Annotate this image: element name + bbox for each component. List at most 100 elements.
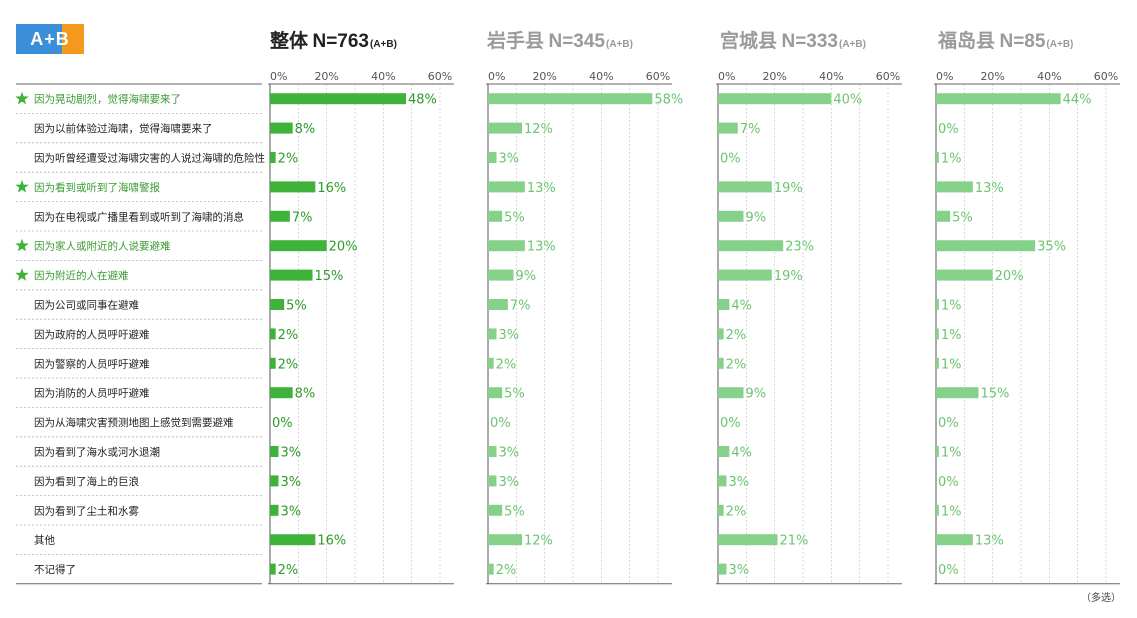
bar bbox=[718, 387, 744, 399]
bar bbox=[718, 181, 772, 193]
bar bbox=[488, 387, 503, 399]
panel-title-suffix: (A+B) bbox=[839, 39, 866, 50]
data-label: 2% bbox=[496, 357, 517, 372]
bar bbox=[718, 240, 784, 252]
data-label: 1% bbox=[941, 152, 962, 167]
data-label: 5% bbox=[952, 210, 973, 225]
category-label: 因为政府的人员呼吁避难 bbox=[34, 328, 150, 341]
data-label: 40% bbox=[833, 93, 862, 108]
panel-title-n: N=345 bbox=[548, 31, 605, 52]
data-label: 1% bbox=[941, 504, 962, 519]
bar bbox=[488, 269, 514, 281]
bar bbox=[488, 563, 494, 575]
tick-label: 20% bbox=[762, 70, 786, 83]
data-label: 13% bbox=[975, 181, 1004, 196]
data-label: 9% bbox=[746, 387, 767, 402]
data-label: 4% bbox=[731, 299, 752, 314]
bar bbox=[488, 93, 653, 105]
bar bbox=[936, 504, 939, 516]
data-label: 15% bbox=[981, 387, 1010, 402]
panel-title-name: 福岛县 bbox=[938, 31, 996, 52]
data-label: 0% bbox=[272, 416, 293, 431]
tick-label: 0% bbox=[718, 70, 735, 83]
data-label: 12% bbox=[524, 122, 553, 137]
panel-4: 0% 20% 40% 60%44%0%1%13%5%35%20%1%1%1%15%0%… bbox=[934, 70, 1120, 585]
bar bbox=[718, 504, 724, 516]
data-label: 2% bbox=[726, 504, 747, 519]
bar bbox=[488, 357, 494, 369]
panel-2: 0% 20% 40% 60%58%12%3%13%5%13%9%7%3%2%5%0%3… bbox=[486, 70, 683, 585]
data-label: 0% bbox=[490, 416, 511, 431]
data-label: 0% bbox=[938, 416, 959, 431]
tick-label: 20% bbox=[532, 70, 556, 83]
data-label: 8% bbox=[295, 387, 316, 402]
tick-label: 40% bbox=[371, 70, 395, 83]
panel-title-name: 岩手县 bbox=[487, 31, 545, 52]
bar bbox=[718, 93, 832, 105]
bar bbox=[718, 328, 724, 340]
category-label: 因为看到或听到了海啸警报 bbox=[34, 181, 160, 194]
tick-label: 60% bbox=[1094, 70, 1118, 83]
category-label: 因为附近的人在避难 bbox=[34, 269, 129, 282]
data-label: 0% bbox=[720, 152, 741, 167]
data-label: 3% bbox=[499, 152, 520, 167]
data-label: 20% bbox=[995, 269, 1024, 284]
data-label: 3% bbox=[499, 446, 520, 461]
bar bbox=[270, 446, 279, 457]
data-label: 5% bbox=[504, 504, 525, 519]
data-label: 1% bbox=[941, 357, 962, 372]
data-label: 19% bbox=[774, 269, 803, 284]
bar bbox=[488, 475, 497, 487]
data-label: 13% bbox=[975, 534, 1004, 549]
category-label: 因为晃动剧烈，觉得海啸要来了 bbox=[34, 93, 181, 106]
bar bbox=[270, 93, 406, 105]
bar bbox=[270, 181, 316, 193]
data-label: 0% bbox=[720, 416, 741, 431]
data-label: 5% bbox=[504, 387, 525, 402]
data-label: 2% bbox=[278, 328, 299, 343]
category-label: 因为从海啸灾害预测地图上感觉到需要避难 bbox=[34, 416, 234, 429]
category-label: 因为消防的人员呼吁避难 bbox=[34, 387, 150, 400]
bar bbox=[488, 446, 497, 457]
data-label: 12% bbox=[524, 534, 553, 549]
data-label: 5% bbox=[286, 299, 307, 314]
panel-3: 0% 20% 40% 60% 40% 7% 0% 19% 9% 23% 19% 4% 2% 2% 9% 0% 4… bbox=[716, 70, 902, 585]
panel-title-suffix: (A+B) bbox=[370, 39, 397, 50]
bar bbox=[936, 152, 939, 163]
bar bbox=[488, 504, 503, 516]
bar bbox=[718, 534, 778, 546]
tick-label: 60% bbox=[428, 70, 452, 83]
data-label: 3% bbox=[729, 475, 750, 490]
bar bbox=[270, 152, 276, 163]
bar bbox=[936, 210, 951, 222]
bar bbox=[270, 387, 293, 399]
data-label: 9% bbox=[516, 269, 537, 284]
data-label: 2% bbox=[726, 328, 747, 343]
data-label: 3% bbox=[499, 328, 520, 343]
category-label: 因为公司或同事在避难 bbox=[34, 299, 139, 312]
star-icon bbox=[15, 268, 29, 281]
bar bbox=[270, 299, 285, 310]
panel-title-name: 宫城县 bbox=[720, 31, 778, 52]
category-label: 因为以前体验过海啸，觉得海啸要来了 bbox=[34, 122, 213, 135]
bar bbox=[270, 269, 313, 281]
data-label: 0% bbox=[938, 563, 959, 578]
bar bbox=[488, 534, 522, 546]
star-icon bbox=[15, 238, 29, 252]
tick-label: 0% bbox=[488, 70, 505, 83]
bar bbox=[718, 122, 738, 134]
category-labels: 因为晃动剧烈，觉得海啸要来了因为以前体验过海啸，觉得海啸要来了因为听曾经遭受过海… bbox=[15, 83, 265, 585]
tick-label: 60% bbox=[876, 70, 900, 83]
bar bbox=[936, 534, 973, 546]
bar bbox=[270, 210, 290, 222]
data-label: 8% bbox=[295, 122, 316, 137]
data-label: 3% bbox=[499, 475, 520, 490]
category-label: 因为在电视或广播里看到或听到了海啸的消息 bbox=[34, 210, 244, 223]
data-label: 1% bbox=[941, 328, 962, 343]
data-label: 7% bbox=[292, 210, 313, 225]
bar bbox=[488, 240, 525, 252]
data-label: 23% bbox=[785, 240, 814, 255]
bar bbox=[718, 299, 730, 310]
bar bbox=[270, 563, 276, 575]
